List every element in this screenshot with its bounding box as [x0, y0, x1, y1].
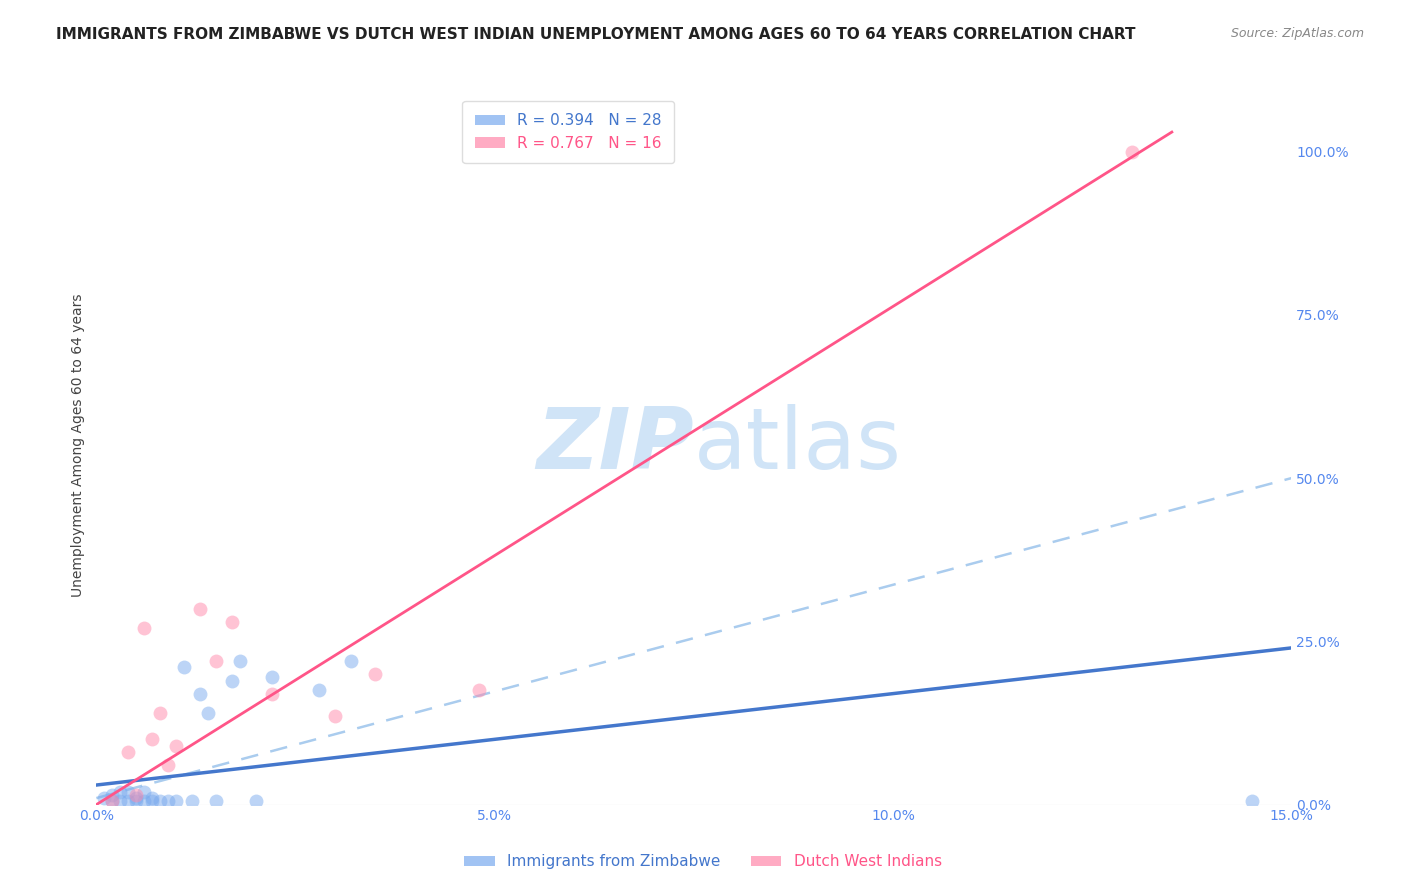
Text: ZIP: ZIP: [536, 404, 693, 487]
Point: [157, 794, 180, 808]
Point: [221, 615, 243, 629]
Point: [221, 673, 243, 688]
Point: [364, 667, 387, 681]
Point: [141, 732, 163, 747]
Point: [229, 654, 252, 668]
Point: [117, 794, 139, 808]
Point: [165, 739, 187, 753]
Point: [110, 784, 132, 798]
Point: [188, 687, 211, 701]
Point: [1121, 145, 1143, 159]
Point: [188, 601, 211, 615]
Point: [141, 794, 163, 808]
Point: [468, 683, 491, 698]
Point: [173, 660, 195, 674]
Point: [134, 794, 156, 808]
Text: Source: ZipAtlas.com: Source: ZipAtlas.com: [1230, 27, 1364, 40]
Point: [93, 791, 115, 805]
Text: atlas: atlas: [693, 404, 901, 487]
Point: [260, 670, 283, 684]
Point: [101, 794, 124, 808]
Point: [260, 687, 283, 701]
Point: [1240, 794, 1263, 808]
Point: [134, 784, 156, 798]
Text: IMMIGRANTS FROM ZIMBABWE VS DUTCH WEST INDIAN UNEMPLOYMENT AMONG AGES 60 TO 64 Y: IMMIGRANTS FROM ZIMBABWE VS DUTCH WEST I…: [56, 27, 1136, 42]
Point: [141, 791, 163, 805]
Point: [308, 683, 330, 698]
Point: [110, 794, 132, 808]
Point: [125, 788, 148, 802]
Point: [125, 794, 148, 808]
Point: [165, 794, 187, 808]
Point: [149, 794, 172, 808]
Point: [181, 794, 204, 808]
Point: [205, 654, 228, 668]
Point: [117, 745, 139, 759]
Point: [197, 706, 219, 721]
Point: [101, 788, 124, 802]
Point: [205, 794, 228, 808]
Point: [245, 794, 267, 808]
Point: [134, 621, 156, 635]
Point: [101, 794, 124, 808]
Point: [125, 791, 148, 805]
Point: [340, 654, 363, 668]
Y-axis label: Unemployment Among Ages 60 to 64 years: Unemployment Among Ages 60 to 64 years: [72, 293, 86, 598]
Point: [157, 758, 180, 772]
Legend: Immigrants from Zimbabwe, Dutch West Indians: Immigrants from Zimbabwe, Dutch West Ind…: [458, 848, 948, 875]
Point: [325, 709, 347, 723]
Point: [117, 784, 139, 798]
Point: [149, 706, 172, 721]
Legend: R = 0.394   N = 28, R = 0.767   N = 16: R = 0.394 N = 28, R = 0.767 N = 16: [463, 101, 675, 163]
